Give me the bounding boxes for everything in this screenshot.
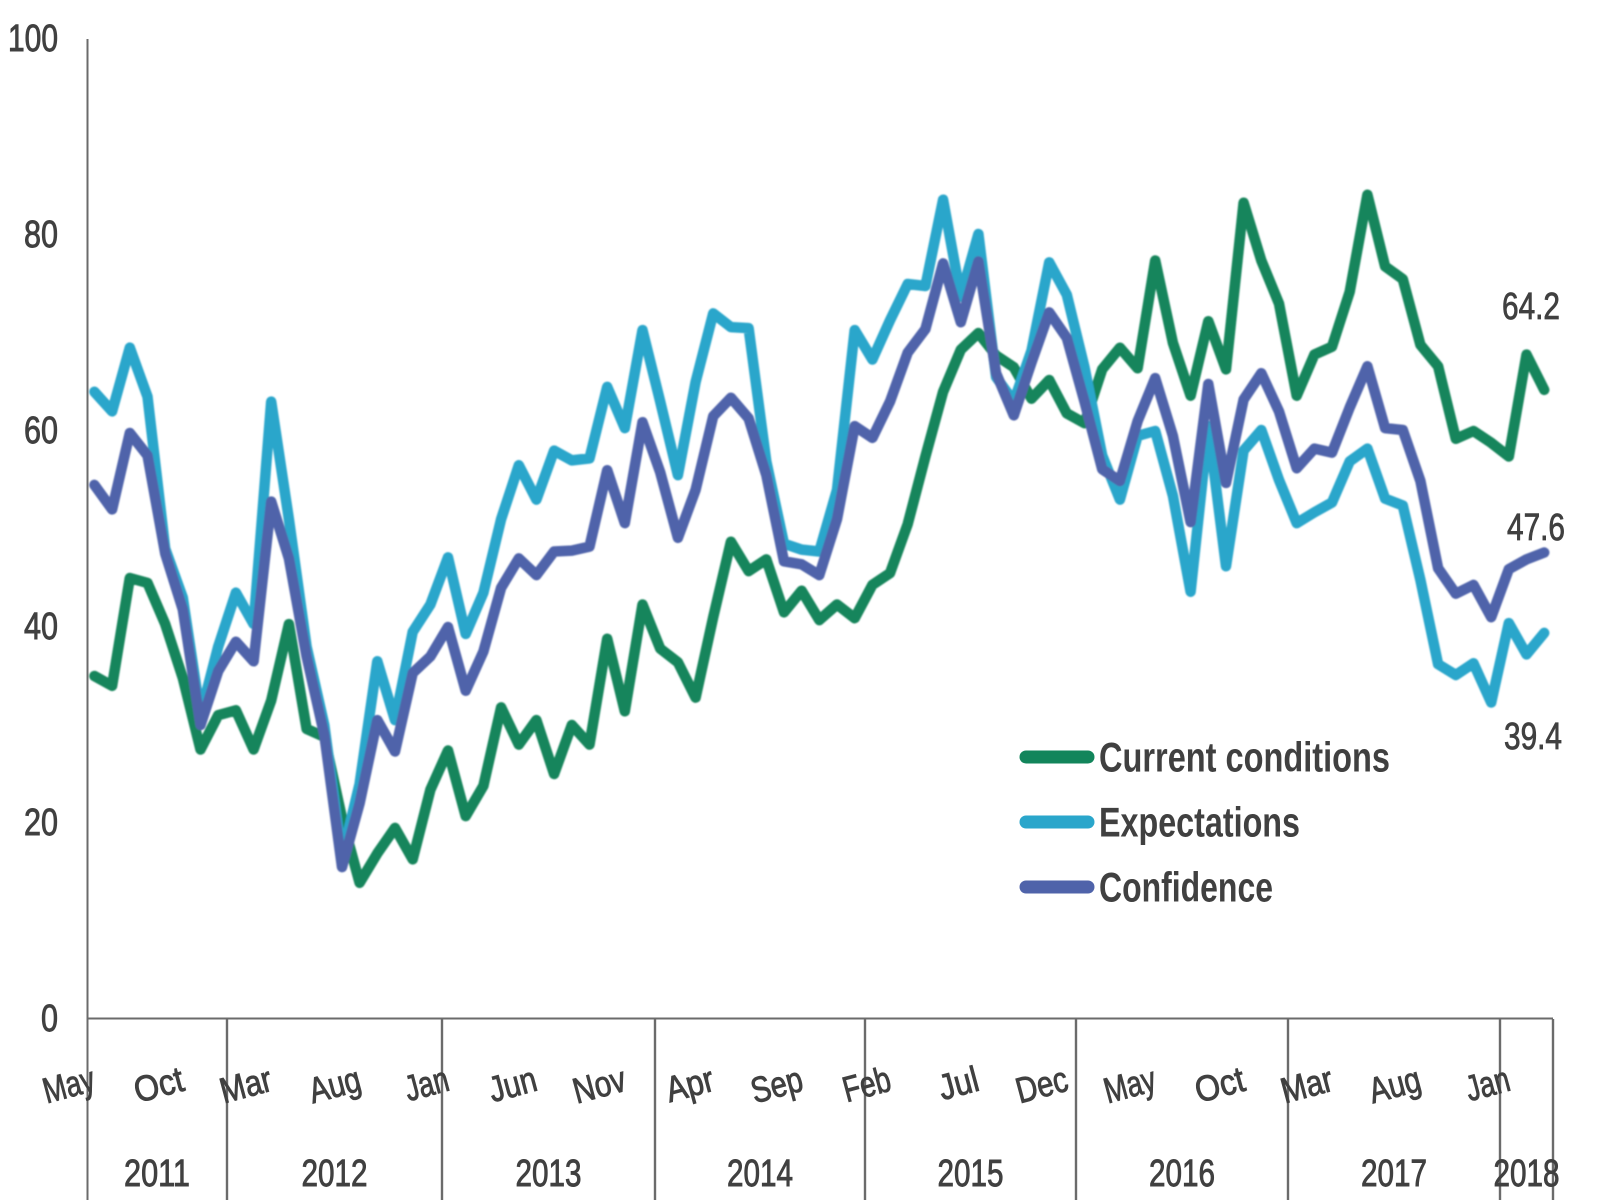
svg-text:2018: 2018	[1494, 1153, 1560, 1195]
svg-text:Mar: Mar	[215, 1058, 276, 1111]
svg-text:Current conditions: Current conditions	[1099, 734, 1390, 781]
svg-text:2014: 2014	[727, 1153, 793, 1195]
svg-text:40: 40	[24, 606, 58, 648]
svg-text:100: 100	[8, 18, 58, 60]
svg-text:Expectations: Expectations	[1099, 799, 1300, 846]
svg-text:2012: 2012	[302, 1153, 368, 1195]
svg-text:2011: 2011	[124, 1153, 190, 1195]
svg-text:20: 20	[24, 802, 58, 844]
svg-text:2017: 2017	[1361, 1153, 1427, 1195]
svg-text:Confidence: Confidence	[1099, 864, 1273, 911]
svg-text:47.6: 47.6	[1507, 507, 1565, 549]
svg-text:Jan: Jan	[400, 1058, 453, 1109]
svg-text:39.4: 39.4	[1504, 716, 1562, 758]
svg-text:60: 60	[24, 410, 58, 452]
svg-text:2015: 2015	[938, 1153, 1004, 1195]
svg-text:64.2: 64.2	[1502, 286, 1560, 328]
svg-text:2016: 2016	[1149, 1153, 1215, 1195]
svg-text:80: 80	[24, 214, 58, 256]
svg-text:0: 0	[41, 998, 58, 1040]
svg-text:2013: 2013	[516, 1153, 582, 1195]
svg-text:Oct: Oct	[1190, 1058, 1249, 1111]
